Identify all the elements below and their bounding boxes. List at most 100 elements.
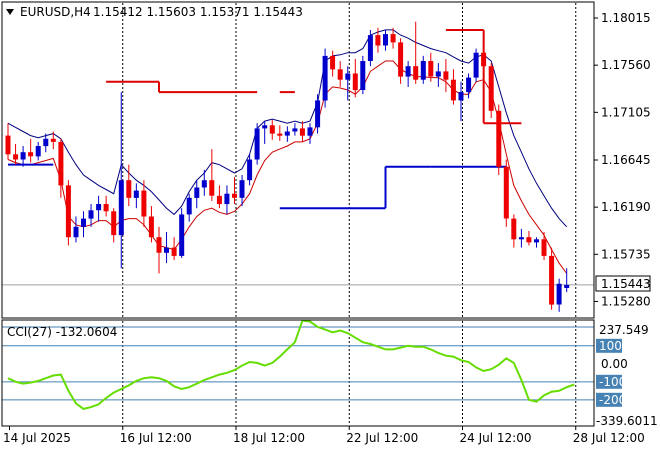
candle-body [164,247,169,253]
cci-level-badge [596,338,622,353]
candle-body [254,128,260,160]
price-tick-label: 1.15735 [601,247,651,261]
candle-body [556,283,562,305]
time-tick-label: 16 Jul 12:00 [120,431,192,445]
candle-body [232,193,237,198]
candle-body [156,237,162,253]
cci-axis: 100 0.00 -100 -200 [596,338,628,407]
vertical-gridlines [122,3,577,425]
candle-body [126,180,132,198]
candle-body [96,204,102,211]
candle-body [564,284,570,288]
candle-body [65,185,71,238]
candle-body [292,128,298,132]
candle-body [420,61,426,80]
candle-body [35,146,41,157]
candle-body [398,42,404,77]
candle-body [13,154,19,160]
price-panel [2,21,594,312]
candle-body [534,239,539,243]
candle-body [186,197,192,215]
cci-axis-max-label: 237.549 [599,323,649,337]
last-price-badge [595,275,651,292]
cci-panel-frame [1,319,595,427]
time-tick-label: 24 Jul 12:00 [460,431,532,445]
candle-body [81,218,86,227]
candle-body [43,138,49,147]
price-axis: 1.18015 1.17560 1.17105 1.16645 1.16190 1.157… [594,11,651,309]
candle-body [201,180,207,188]
candle-body [367,35,373,61]
candle-body [496,110,502,167]
cci-tick-label: -200 [599,393,626,407]
candle-body [118,180,124,236]
dropdown-triangle-icon[interactable] [6,9,14,15]
cci-panel [2,319,594,410]
price-tick-label: 1.17105 [601,105,651,119]
candle-body [148,216,154,238]
candle-body [383,34,388,46]
cci-axis-min-label: -339.6011 [596,414,658,428]
candle-body [345,73,351,80]
time-tick-label: 14 Jul 2025 [3,431,71,445]
time-tick-label: 28 Jul 12:00 [573,431,645,445]
cci-level-badge [596,392,622,407]
candle-body [435,71,441,77]
candle-body [209,180,215,196]
cci-tick-label: -100 [599,375,626,389]
candle-body [360,61,366,90]
candle-body [284,131,290,136]
candle-body [337,69,343,80]
candle-body [405,66,411,77]
candle-body [194,187,200,198]
candle-body [413,66,419,80]
cci-level-badge [596,374,622,389]
price-tick-label: 1.16645 [601,153,651,167]
candle-body [20,152,26,160]
symbol-label: EURUSD,H4 [20,5,91,19]
candle-body [277,133,283,136]
candle-body [518,237,524,240]
time-tick-label: 22 Jul 12:00 [346,431,418,445]
candle-body [50,138,56,142]
candle-body [503,166,509,219]
candle-body [28,152,34,157]
candle-body [216,195,222,205]
candle-body [481,52,487,67]
candle-body [141,190,147,217]
candle-body [111,211,117,236]
price-tick-label: 1.17560 [601,58,651,72]
candle-body [307,127,313,136]
candle-body [103,204,109,212]
candle-body [458,92,464,101]
candle-body [179,214,185,256]
candle-body [247,159,253,181]
cci-tick-label: 100 [599,339,622,353]
candle-body [450,79,456,101]
price-tick-label: 1.15280 [601,295,651,309]
candle-body [5,135,11,155]
price-tick-label: 1.16190 [601,200,651,214]
candle-body [58,141,64,186]
lower-band-line [7,60,568,274]
candle-body [269,125,275,134]
candle-body [133,190,139,198]
candle-body [262,125,268,129]
candle-body [315,100,321,128]
candle-body [473,52,479,78]
candle-body [511,218,517,240]
candle-body [299,128,305,136]
candle-body [239,180,245,198]
cci-tick-label: 0.00 [601,357,628,371]
candle-body [224,193,230,205]
candle-body [390,34,396,43]
time-tick-label: 18 Jul 12:00 [233,431,305,445]
time-axis: 14 Jul 2025 16 Jul 12:00 18 Jul 12:00 22 Ju… [3,426,645,445]
last-price-label: 1.15443 [601,277,651,291]
candle-body [73,226,79,238]
candle-body [88,210,94,219]
candle-body [330,55,336,70]
candle-body [549,255,555,305]
